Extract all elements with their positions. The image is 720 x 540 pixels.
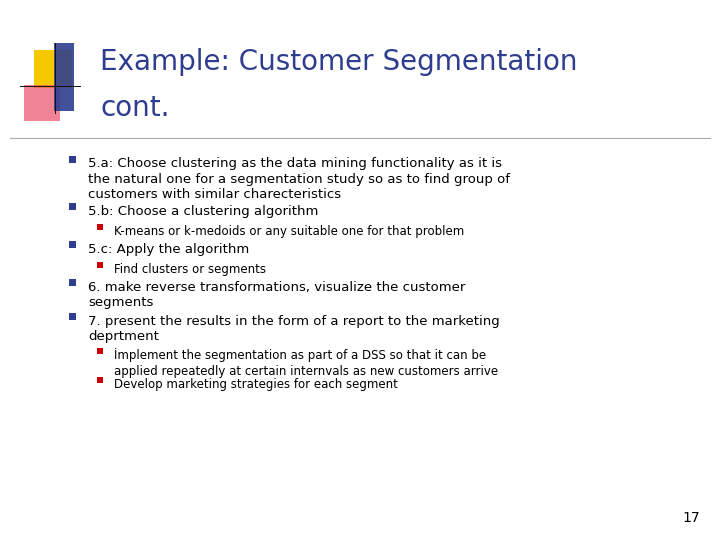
Bar [24,85,60,121]
Bar [97,348,103,354]
Bar [68,156,76,163]
Text: 6. make reverse transformations, visualize the customer
segments: 6. make reverse transformations, visuali… [88,280,465,309]
Text: Find clusters or segments: Find clusters or segments [114,263,266,276]
Text: Develop marketing strategies for each segment: Develop marketing strategies for each se… [114,378,398,391]
Bar [54,43,74,111]
Bar [68,279,76,286]
Bar [68,313,76,320]
Bar [97,224,103,230]
Text: Example: Customer Segmentation: Example: Customer Segmentation [100,48,577,76]
Text: 5.c: Apply the algorithm: 5.c: Apply the algorithm [88,242,249,255]
Text: 5.b: Choose a clustering algorithm: 5.b: Choose a clustering algorithm [88,205,318,218]
Bar [97,262,103,268]
Text: K-means or k-medoids or any suitable one for that problem: K-means or k-medoids or any suitable one… [114,225,464,238]
Bar [34,50,72,88]
Text: 17: 17 [683,511,700,525]
Bar [68,241,76,248]
Text: İmplement the segmentation as part of a DSS so that it can be
applied repeatedly: İmplement the segmentation as part of a … [114,348,498,378]
Text: 5.a: Choose clustering as the data mining functionality as it is
the natural one: 5.a: Choose clustering as the data minin… [88,157,510,201]
Text: cont.: cont. [100,94,169,122]
Bar [68,203,76,210]
Text: 7. present the results in the form of a report to the marketing
deprtment: 7. present the results in the form of a … [88,314,500,343]
Bar [97,377,103,383]
